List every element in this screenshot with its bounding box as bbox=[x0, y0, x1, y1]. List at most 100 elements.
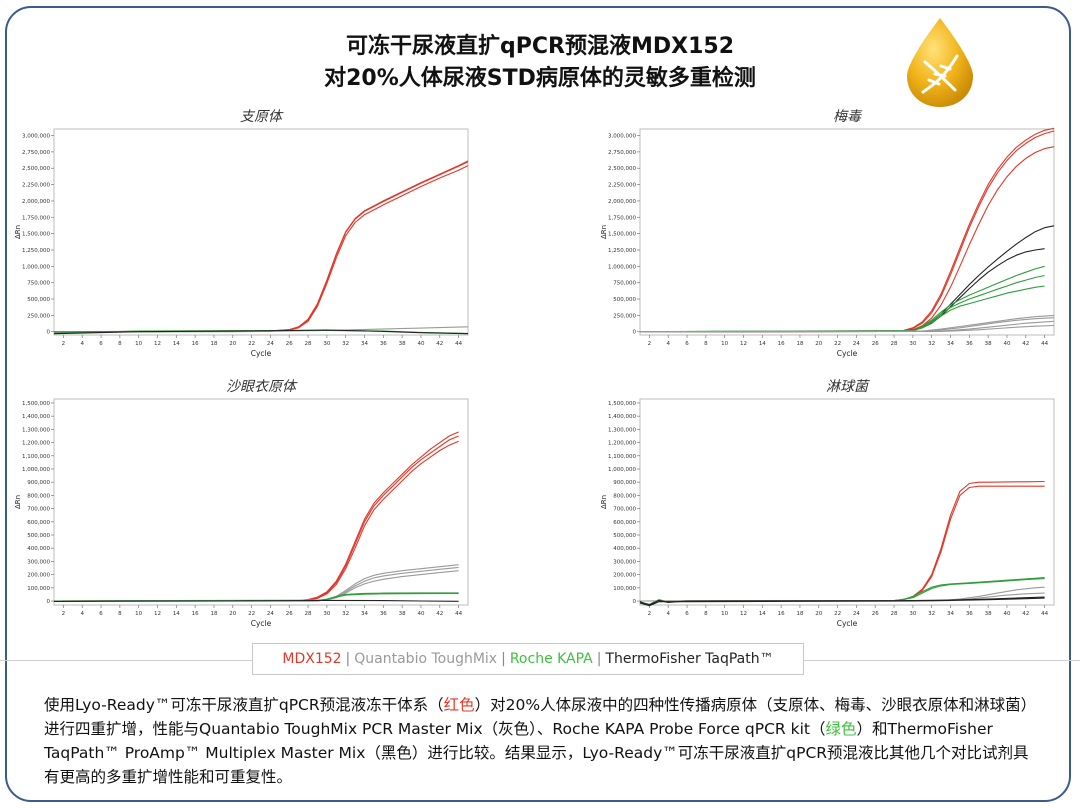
series-line bbox=[639, 285, 1045, 333]
y-tick-label: 2,250,000 bbox=[608, 183, 636, 189]
x-tick-label: 26 bbox=[286, 611, 293, 617]
y-axis-label: ΔRn bbox=[14, 495, 22, 509]
y-tick-label: 1,100,000 bbox=[22, 454, 50, 460]
series-line bbox=[639, 274, 1045, 333]
x-tick-label: 4 bbox=[80, 611, 84, 617]
y-tick-label: 800,000 bbox=[27, 493, 50, 499]
x-tick-label: 12 bbox=[740, 341, 747, 347]
y-tick-label: 2,750,000 bbox=[22, 150, 50, 156]
y-tick-label: 3,000,000 bbox=[22, 134, 50, 140]
x-tick-label: 22 bbox=[248, 611, 255, 617]
x-tick-label: 26 bbox=[872, 611, 879, 617]
x-tick-label: 38 bbox=[399, 611, 406, 617]
x-tick-label: 30 bbox=[323, 341, 330, 347]
y-tick-label: 2,500,000 bbox=[22, 166, 50, 172]
y-tick-label: 1,000,000 bbox=[608, 264, 636, 270]
x-tick-label: 24 bbox=[853, 341, 860, 347]
x-tick-label: 32 bbox=[928, 611, 935, 617]
x-tick-label: 12 bbox=[740, 611, 747, 617]
x-tick-label: 10 bbox=[721, 611, 728, 617]
chart-title: 支原体 bbox=[240, 109, 284, 125]
y-tick-label: 600,000 bbox=[27, 520, 50, 526]
series-line bbox=[53, 435, 459, 602]
y-tick-label: 800,000 bbox=[613, 493, 636, 499]
x-tick-label: 28 bbox=[891, 611, 898, 617]
x-tick-label: 8 bbox=[118, 611, 122, 617]
figure-caption: 使用Lyo-Ready™可冻干尿液直扩qPCR预混液冻干体系（红色）对20%人体… bbox=[44, 693, 1044, 789]
x-tick-label: 6 bbox=[685, 611, 689, 617]
caption-part1: 使用Lyo-Ready™可冻干尿液直扩qPCR预混液冻干体系（ bbox=[44, 696, 444, 714]
x-tick-label: 40 bbox=[417, 611, 424, 617]
series-line bbox=[53, 160, 469, 333]
y-tick-label: 250,000 bbox=[27, 313, 50, 319]
x-tick-label: 16 bbox=[778, 611, 785, 617]
y-tick-label: 1,500,000 bbox=[22, 401, 50, 407]
y-tick-label: 2,000,000 bbox=[22, 199, 50, 205]
y-tick-label: 1,500,000 bbox=[22, 232, 50, 238]
legend-box: MDX152 | Quantabio ToughMix | Roche KAPA | The… bbox=[252, 643, 804, 675]
x-tick-label: 40 bbox=[417, 341, 424, 347]
page-title-line1: 可冻干尿液直扩qPCR预混液MDX152 bbox=[346, 34, 734, 59]
series-line bbox=[53, 570, 459, 602]
series-line bbox=[639, 317, 1055, 333]
x-tick-label: 32 bbox=[342, 341, 349, 347]
x-tick-label: 18 bbox=[796, 611, 803, 617]
y-axis-label: ΔRn bbox=[600, 495, 608, 509]
x-tick-label: 10 bbox=[721, 341, 728, 347]
x-tick-label: 32 bbox=[342, 611, 349, 617]
x-tick-label: 30 bbox=[909, 341, 916, 347]
y-tick-label: 900,000 bbox=[613, 480, 636, 486]
y-tick-label: 300,000 bbox=[613, 559, 636, 565]
y-tick-label: 500,000 bbox=[27, 533, 50, 539]
y-tick-label: 200,000 bbox=[613, 573, 636, 579]
series-line bbox=[639, 127, 1055, 333]
y-tick-label: 1,000,000 bbox=[22, 264, 50, 270]
x-tick-label: 42 bbox=[1022, 611, 1029, 617]
series-line bbox=[53, 329, 469, 335]
y-tick-label: 2,000,000 bbox=[608, 199, 636, 205]
caption-green-word: 绿色 bbox=[825, 720, 857, 738]
legend-mdx152: MDX152 bbox=[282, 651, 342, 667]
x-tick-label: 2 bbox=[62, 341, 65, 347]
caption-red-word: 红色 bbox=[443, 696, 475, 714]
chart-syphilis: 梅毒 3,000,000 2,750,000 2,500,000 2,250,000 2,… bbox=[600, 109, 1055, 358]
y-tick-label: 250,000 bbox=[613, 313, 636, 319]
x-tick-label: 14 bbox=[173, 611, 180, 617]
x-tick-label: 20 bbox=[229, 611, 236, 617]
caption-part2: ）对20%人体尿液中的四种性传播病原体（支原体、梅毒、沙眼衣原体和淋球菌）进行四… bbox=[44, 696, 1037, 738]
x-tick-label: 36 bbox=[380, 611, 387, 617]
series-line bbox=[53, 599, 459, 602]
x-tick-label: 16 bbox=[778, 341, 785, 347]
y-tick-label: 1,500,000 bbox=[608, 401, 636, 407]
y-axis-label: ΔRn bbox=[14, 225, 22, 239]
y-tick-label: 0 bbox=[47, 599, 51, 605]
y-tick-label: 500,000 bbox=[613, 297, 636, 303]
x-tick-label: 26 bbox=[872, 341, 879, 347]
y-tick-label: 900,000 bbox=[27, 480, 50, 486]
chart-title: 梅毒 bbox=[833, 109, 863, 125]
y-tick-label: 1,300,000 bbox=[608, 427, 636, 433]
chart-mycoplasma: 支原体 3,000,000 2,750,000 2,500,000 2,250,000 2… bbox=[14, 109, 469, 358]
x-axis-label: Cycle bbox=[251, 619, 272, 628]
y-tick-label: 0 bbox=[633, 330, 637, 336]
x-tick-label: 26 bbox=[286, 341, 293, 347]
y-tick-label: 600,000 bbox=[613, 520, 636, 526]
y-tick-label: 1,250,000 bbox=[22, 248, 50, 254]
x-tick-label: 36 bbox=[966, 341, 973, 347]
x-tick-label: 30 bbox=[323, 611, 330, 617]
y-tick-label: 200,000 bbox=[27, 573, 50, 579]
x-tick-label: 34 bbox=[361, 611, 368, 617]
x-tick-label: 16 bbox=[192, 611, 199, 617]
chart-gonorrhea: 淋球菌 1,500,000 1,400,000 1,300,000 1,200,000 1… bbox=[600, 379, 1055, 628]
x-tick-label: 32 bbox=[928, 341, 935, 347]
x-tick-label: 4 bbox=[666, 611, 670, 617]
chart-title: 沙眼衣原体 bbox=[226, 379, 298, 395]
y-tick-label: 700,000 bbox=[613, 507, 636, 513]
y-axis-label: ΔRn bbox=[600, 225, 608, 239]
x-tick-label: 44 bbox=[455, 611, 462, 617]
x-tick-label: 24 bbox=[267, 341, 274, 347]
legend-thermofisher: ThermoFisher TaqPath™ bbox=[605, 651, 774, 667]
y-tick-label: 0 bbox=[633, 599, 637, 605]
x-tick-label: 6 bbox=[685, 341, 689, 347]
x-tick-label: 38 bbox=[985, 341, 992, 347]
